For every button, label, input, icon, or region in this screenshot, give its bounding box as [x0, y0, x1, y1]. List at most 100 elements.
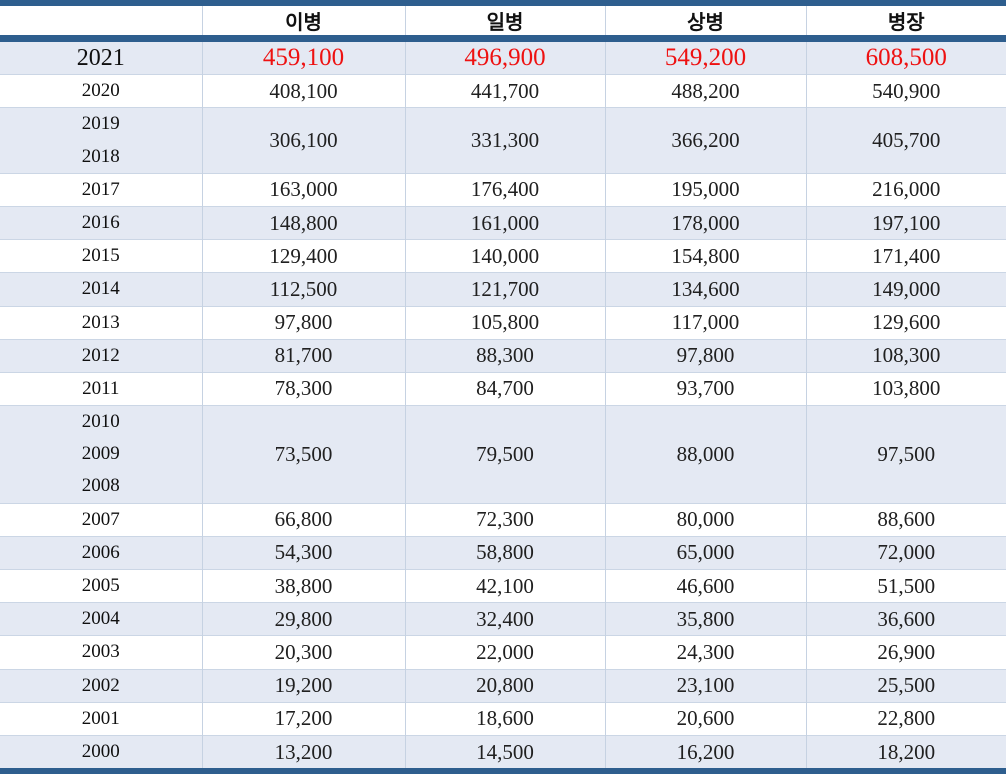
salary-value-cell: 32,400 — [404, 602, 605, 636]
table-row: 2000 13,200 14,500 16,200 18,200 — [0, 735, 1006, 774]
salary-value-cell: 129,400 — [201, 239, 405, 273]
year-cell: 2003 — [0, 636, 202, 669]
table-row: 2004 29,800 32,400 35,800 36,600 — [0, 602, 1006, 636]
year-label: 2020 — [81, 80, 120, 102]
salary-value-cell: 36,600 — [805, 602, 1006, 636]
salary-value-cell: 16,200 — [604, 735, 806, 774]
salary-value-cell: 17,200 — [201, 702, 405, 736]
salary-value-cell: 26,900 — [805, 635, 1006, 670]
year-cell: 2017 — [0, 173, 202, 206]
salary-value-cell: 72,300 — [404, 503, 605, 537]
year-label: 2017 — [81, 178, 120, 200]
salary-value-cell: 97,800 — [201, 306, 405, 340]
year-cell: 2002 — [0, 669, 202, 702]
year-label: 2015 — [81, 245, 120, 267]
salary-value-cell: 97,500 — [805, 405, 1006, 504]
salary-value-cell: 88,000 — [604, 405, 806, 504]
salary-value-cell: 140,000 — [404, 239, 605, 273]
table-row: 2015 129,400 140,000 154,800 171,400 — [0, 239, 1006, 273]
table-row: 2012 81,700 88,300 97,800 108,300 — [0, 339, 1006, 373]
table-row: 2006 54,300 58,800 65,000 72,000 — [0, 536, 1006, 570]
header-row: 이병 일병 상병 병장 — [0, 0, 1006, 42]
year-cell: 2001 — [0, 702, 202, 735]
salary-value-cell: 46,600 — [604, 569, 806, 603]
year-label: 2019 — [81, 113, 120, 135]
salary-value-cell: 20,800 — [404, 669, 605, 703]
year-label: 2011 — [82, 377, 120, 399]
table-body: 2021 459,100 496,900 549,200 608,500 2020 408,… — [0, 38, 1006, 774]
year-label: 2005 — [81, 575, 120, 596]
salary-value-cell: 306,100 — [201, 107, 405, 174]
salary-value-cell: 23,100 — [604, 669, 806, 703]
salary-value-cell: 108,300 — [805, 339, 1006, 373]
salary-value-cell: 51,500 — [805, 569, 1006, 603]
salary-value-cell: 112,500 — [201, 272, 405, 306]
salary-value-cell: 29,800 — [201, 602, 405, 636]
table-row: 2016 148,800 161,000 178,000 197,100 — [0, 206, 1006, 240]
salary-value-cell: 97,800 — [604, 339, 806, 373]
year-label: 2002 — [81, 674, 120, 696]
year-cell: 2012 — [0, 339, 202, 372]
salary-value-cell: 163,000 — [201, 173, 405, 207]
table-row: 2007 66,800 72,300 80,000 88,600 — [0, 503, 1006, 537]
header-rank-corporal: 상병 — [604, 0, 806, 42]
year-label: 2006 — [81, 541, 120, 563]
table-row: 2017 163,000 176,400 195,000 216,000 — [0, 173, 1006, 207]
salary-value-cell: 72,000 — [805, 536, 1006, 570]
year-label: 2013 — [81, 311, 120, 333]
table-row: 2011 78,300 84,700 93,700 103,800 — [0, 372, 1006, 406]
year-cell: 2007 — [0, 503, 202, 536]
year-cell: 2006 — [0, 536, 202, 569]
salary-value-cell: 608,500 — [805, 38, 1006, 75]
year-cell: 2011 — [0, 372, 202, 405]
salary-value-cell: 66,800 — [201, 503, 405, 537]
salary-value-cell: 88,600 — [805, 503, 1006, 537]
year-label: 2012 — [81, 344, 120, 366]
table-header: 이병 일병 상병 병장 — [0, 0, 1006, 42]
salary-value-cell: 22,800 — [805, 702, 1006, 736]
table-row: 2003 20,300 22,000 24,300 26,900 — [0, 635, 1006, 670]
salary-value-cell: 18,600 — [404, 702, 605, 736]
salary-value-cell: 195,000 — [604, 173, 806, 207]
year-label: 2003 — [81, 641, 120, 663]
salary-value-cell: 93,700 — [604, 372, 806, 406]
salary-value-cell: 197,100 — [805, 206, 1006, 240]
table-row: 2013 97,800 105,800 117,000 129,600 — [0, 306, 1006, 340]
year-cell: 2020 — [0, 75, 202, 108]
salary-value-cell: 42,100 — [404, 569, 605, 603]
salary-value-cell: 20,600 — [604, 702, 806, 736]
salary-value-cell: 78,300 — [201, 372, 405, 406]
salary-value-cell: 540,900 — [805, 74, 1006, 108]
year-label: 2000 — [81, 740, 120, 762]
salary-value-cell: 408,100 — [201, 74, 405, 108]
salary-value-cell: 73,500 — [201, 405, 405, 504]
table-row: 2001 17,200 18,600 20,600 22,800 — [0, 702, 1006, 736]
salary-value-cell: 331,300 — [404, 107, 605, 174]
table-row: 2002 19,200 20,800 23,100 25,500 — [0, 669, 1006, 703]
salary-value-cell: 81,700 — [201, 339, 405, 373]
table-row: 2019 2018 306,100 331,300 366,200 405,700 — [0, 107, 1006, 174]
salary-value-cell: 88,300 — [404, 339, 605, 373]
salary-value-cell: 38,800 — [201, 569, 405, 603]
salary-value-cell: 19,200 — [201, 669, 405, 703]
salary-value-cell: 148,800 — [201, 206, 405, 240]
salary-value-cell: 35,800 — [604, 602, 806, 636]
year-label: 2008 — [81, 475, 120, 497]
salary-value-cell: 13,200 — [201, 735, 405, 774]
salary-value-cell: 14,500 — [404, 735, 605, 774]
header-rank-pfc: 일병 — [404, 0, 605, 42]
year-cell: 2015 — [0, 240, 202, 273]
salary-value-cell: 366,200 — [604, 107, 806, 174]
table-row: 2020 408,100 441,700 488,200 540,900 — [0, 74, 1006, 108]
table-row: 2010 2009 2008 73,500 79,500 88,000 97,500 — [0, 405, 1006, 504]
salary-value-cell: 549,200 — [604, 38, 806, 75]
year-cell: 2021 — [0, 39, 202, 75]
salary-value-cell: 405,700 — [805, 107, 1006, 174]
salary-value-cell: 441,700 — [404, 74, 605, 108]
salary-value-cell: 129,600 — [805, 306, 1006, 340]
year-cell: 2005 — [0, 570, 202, 603]
table-row: 2005 38,800 42,100 46,600 51,500 — [0, 569, 1006, 603]
salary-value-cell: 103,800 — [805, 372, 1006, 406]
